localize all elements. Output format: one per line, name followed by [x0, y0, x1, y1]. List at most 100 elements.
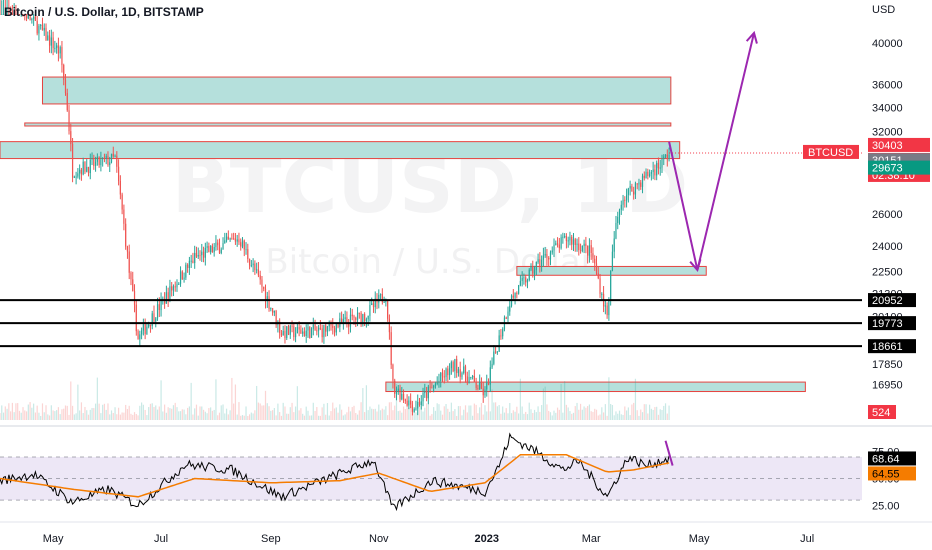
volume-bar	[330, 411, 332, 420]
candle-body	[401, 393, 403, 400]
volume-bar	[335, 407, 337, 420]
candle-body	[342, 319, 344, 323]
volume-bar	[383, 409, 385, 420]
volume-bar	[418, 405, 421, 420]
volume-bar	[390, 402, 392, 420]
candle-body	[477, 387, 479, 390]
candle-body	[599, 278, 601, 294]
volume-bar	[201, 406, 203, 420]
candle-body	[314, 324, 316, 331]
volume-bar	[167, 407, 169, 420]
price-tick-label: 17850	[872, 359, 903, 371]
volume-bar	[466, 412, 468, 420]
volume-bar	[107, 403, 109, 420]
volume-bar	[599, 414, 601, 420]
volume-bar	[64, 405, 67, 420]
volume-bar	[213, 409, 215, 420]
candle-body	[48, 35, 51, 46]
volume-bar	[601, 407, 603, 420]
candle-body	[581, 245, 583, 251]
candle-body	[463, 366, 465, 374]
candle-body	[250, 265, 252, 267]
volume-bar	[220, 405, 222, 420]
volume-bar	[236, 414, 238, 420]
symbol-title[interactable]: Bitcoin / U.S. Dollar, 1D, BITSTAMP	[4, 5, 204, 19]
volume-bar	[592, 411, 594, 420]
candle-body	[70, 131, 72, 145]
candle-body	[496, 351, 498, 353]
candle-body	[491, 363, 493, 368]
candle-body	[489, 367, 491, 385]
volume-bar	[564, 381, 566, 420]
volume-bar	[188, 406, 190, 420]
candle-body	[273, 310, 275, 313]
volume-bar	[567, 407, 569, 420]
candle-body	[587, 245, 589, 256]
candle-body	[532, 265, 534, 274]
volume-bar	[178, 411, 180, 420]
volume-bar	[206, 413, 208, 420]
projection-arrow	[668, 30, 758, 272]
volume-bar	[263, 405, 265, 420]
currency-label: USD	[872, 4, 896, 16]
volume-bar	[374, 408, 376, 420]
volume-bar	[148, 407, 150, 420]
level-tag	[868, 339, 916, 354]
candle-body	[394, 380, 396, 394]
candle-body	[171, 286, 173, 291]
candle-body	[107, 155, 109, 165]
candle-body	[236, 239, 238, 242]
candle-body	[296, 327, 298, 334]
candle-body	[316, 330, 318, 332]
candle-body	[560, 237, 562, 249]
volume-bar	[447, 408, 449, 420]
price-tick-label: 36000	[872, 80, 903, 92]
candle-body	[261, 279, 263, 287]
volume-bar	[574, 406, 576, 420]
volume-bar	[510, 413, 513, 420]
volume-bar	[93, 408, 95, 420]
candle-body	[25, 14, 28, 19]
volume-bar	[187, 407, 189, 420]
candle-body	[579, 250, 582, 252]
candle-body	[556, 243, 559, 245]
volume-bar	[185, 414, 187, 420]
candle-body	[126, 246, 129, 252]
candle-body	[93, 158, 95, 166]
candle-body	[410, 400, 412, 405]
volume-bar	[565, 404, 568, 420]
volume-bar	[43, 412, 45, 420]
volume-bar	[631, 404, 633, 420]
candle-body	[533, 270, 536, 274]
volume-bar	[489, 411, 491, 420]
candle-body	[208, 246, 210, 253]
volume-bar	[528, 402, 530, 420]
zone-5	[385, 381, 806, 393]
candle-body	[98, 156, 100, 166]
volume-bar	[425, 403, 428, 420]
volume-bar	[410, 405, 412, 420]
candle-body	[482, 388, 484, 396]
candle-body	[234, 238, 237, 242]
volume-bar	[86, 410, 88, 420]
candle-body	[241, 240, 244, 247]
volume-bar	[17, 403, 19, 420]
volume-bar	[544, 386, 546, 420]
volume-bar	[171, 408, 173, 420]
volume-bar	[542, 388, 544, 420]
volume-bar	[463, 409, 465, 420]
volume-bar	[388, 402, 391, 420]
candle-body	[29, 14, 31, 20]
candle-body	[280, 333, 283, 336]
volume-bar	[595, 409, 598, 420]
candle-body	[360, 312, 362, 324]
volume-bar	[8, 403, 10, 420]
candle-body	[528, 269, 530, 281]
candle-body	[87, 166, 90, 174]
volume-bar	[211, 410, 214, 420]
candle-body	[392, 364, 394, 381]
volume-bar	[271, 410, 274, 420]
volume-bar	[326, 403, 329, 420]
candle-body	[323, 325, 325, 338]
candle-body	[114, 155, 116, 157]
